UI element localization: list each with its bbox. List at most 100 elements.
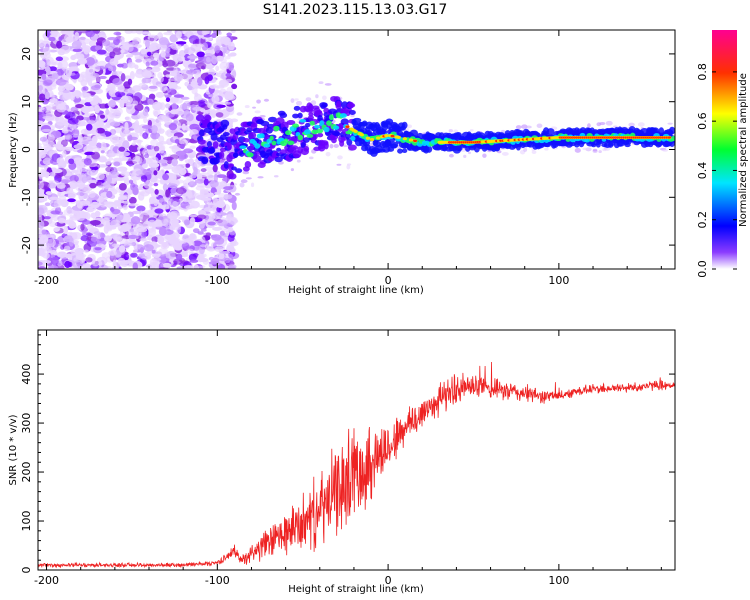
spectrogram-noise-cell xyxy=(178,49,186,58)
spectrogram-y-axis: -20 -10 0 10 20 xyxy=(20,29,675,270)
spectrogram-noise-cell xyxy=(208,202,218,211)
spectrogram-noise-cell xyxy=(119,99,125,108)
spectrogram-noise-cell xyxy=(574,147,581,153)
spectrogram-noise-cell xyxy=(76,166,83,175)
spectrogram-noise-cell xyxy=(74,31,80,41)
spectrogram-noise-cell xyxy=(43,234,55,239)
spectrogram-ridge-core xyxy=(670,135,675,142)
spectrogram-noise-cell xyxy=(71,231,82,240)
colorbar-ticks: 0.0 0.2 0.4 0.6 0.8 xyxy=(696,63,737,278)
spectrogram-ridge-cell xyxy=(303,146,310,152)
spectrogram-noise-cell xyxy=(96,49,107,55)
spectrogram-noise-cell xyxy=(140,175,148,182)
spectrogram-ridge-cell xyxy=(416,132,424,140)
spectrogram-noise-cell xyxy=(41,73,47,80)
spectrogram-noise-cell xyxy=(69,215,81,221)
spectrogram-noise-cell xyxy=(45,109,54,115)
spectrogram-noise-cell xyxy=(121,151,131,157)
spectrogram-noise-cell xyxy=(53,200,61,209)
spectrogram-noise-cell xyxy=(93,147,101,152)
spectrogram-noise-cell xyxy=(85,56,96,66)
spectrogram-noise-cell xyxy=(234,192,241,196)
spectrogram-noise-cell xyxy=(60,30,71,35)
spectrogram-ridge-cell xyxy=(317,115,323,122)
spectrogram-noise-cell xyxy=(453,129,459,133)
spectrogram-ridge-cell xyxy=(265,127,273,134)
spectrogram-noise-cell xyxy=(95,66,106,70)
spectrogram-noise-cell xyxy=(45,154,50,164)
spectrogram-noise-cell xyxy=(159,145,165,154)
spectrogram-noise-cell xyxy=(51,256,59,266)
spectrogram-noise-cell xyxy=(52,213,59,222)
spectrogram-noise-cell xyxy=(215,36,225,45)
spectrogram-x-tick-label: 0 xyxy=(385,274,392,287)
spectrogram-noise-cell xyxy=(39,171,50,177)
spectrogram-ridge-core xyxy=(246,152,254,158)
spectrogram-ridge-max xyxy=(345,125,350,128)
spectrogram-x-tick-label: -200 xyxy=(34,274,59,287)
spectrogram-noise-cell xyxy=(148,162,160,168)
spectrogram-noise-cell xyxy=(139,247,144,254)
spectrogram-noise-cell xyxy=(205,232,212,237)
spectrogram-noise-cell xyxy=(153,118,162,127)
spectrogram-noise-cell xyxy=(152,52,160,58)
spectrogram-ridge-cell xyxy=(297,112,303,119)
spectrogram-noise-cell xyxy=(80,223,85,231)
spectrogram-noise-cell xyxy=(38,142,42,147)
spectrogram-noise-cell xyxy=(86,123,93,131)
spectrogram-noise-cell xyxy=(185,113,194,122)
spectrogram-noise-cell xyxy=(112,140,122,146)
spectrogram-noise-cell xyxy=(350,114,355,118)
spectrogram-ridge-core xyxy=(350,135,356,141)
spectrogram-noise-cell xyxy=(99,232,105,238)
spectrogram-ridge-cell xyxy=(401,148,408,153)
spectrogram-noise-cell xyxy=(124,75,131,80)
spectrogram-noise-cell xyxy=(165,97,171,103)
spectrogram-noise-cell xyxy=(157,83,164,88)
spectrogram-noise-cell xyxy=(134,56,144,60)
snr-y-label: SNR (10 * v/v) xyxy=(8,414,19,485)
spectrogram-noise-cell xyxy=(72,133,79,138)
spectrogram-noise-cell xyxy=(200,228,207,232)
spectrogram-noise-cell xyxy=(192,240,203,247)
spectrogram-noise-cell xyxy=(96,256,108,266)
spectrogram-noise-cell xyxy=(68,158,75,165)
spectrogram-noise-cell xyxy=(142,222,148,228)
spectrogram-noise-cell xyxy=(598,150,602,154)
spectrogram-noise-cell xyxy=(101,252,111,259)
spectrogram-noise-cell xyxy=(41,229,47,235)
snr-y-tick-label: 0 xyxy=(20,567,33,574)
spectrogram-noise-cell xyxy=(91,135,98,144)
spectrogram-noise-cell xyxy=(93,231,101,236)
spectrogram-noise-cell xyxy=(142,169,153,175)
colorbar: 0.0 0.2 0.4 0.6 0.8 Normalized spectral ampl… xyxy=(696,30,749,278)
spectrogram-noise-cell xyxy=(157,235,165,245)
spectrogram-noise-cell xyxy=(467,151,472,155)
spectrogram-noise-cell xyxy=(228,216,237,226)
spectrogram-noise-cell xyxy=(193,264,200,269)
spectrogram-noise-cell xyxy=(148,85,158,89)
spectrogram-noise-cell xyxy=(204,166,214,171)
spectrogram-noise-cell xyxy=(157,124,162,134)
spectrogram-noise-cell xyxy=(49,221,58,228)
spectrogram-noise-cell xyxy=(192,106,203,112)
spectrogram-noise-cell xyxy=(181,123,186,131)
snr-y-tick-label: 300 xyxy=(20,413,33,434)
spectrogram-ridge-cell xyxy=(308,103,314,112)
spectrogram-ridge-cell xyxy=(308,111,314,117)
spectrogram-ridge-cell xyxy=(314,109,323,114)
spectrogram-ridge-cell xyxy=(333,131,341,137)
spectrogram-noise-cell xyxy=(228,252,240,260)
spectrogram-noise-cell xyxy=(112,259,117,268)
spectrogram-noise-cell xyxy=(169,239,176,244)
spectrogram-noise-cell xyxy=(142,108,149,117)
spectrogram-ridge-peak xyxy=(359,133,364,137)
spectrogram-noise-cell xyxy=(108,250,117,256)
snr-x-tick-label: 100 xyxy=(548,574,569,587)
spectrogram-noise-cell xyxy=(582,147,588,151)
spectrogram-noise-cell xyxy=(81,168,87,172)
spectrogram-noise-cell xyxy=(168,78,178,82)
spectrogram-noise-cell xyxy=(127,78,133,86)
spectrogram-noise-cell xyxy=(132,186,139,196)
spectrogram-noise-cell xyxy=(115,152,123,157)
